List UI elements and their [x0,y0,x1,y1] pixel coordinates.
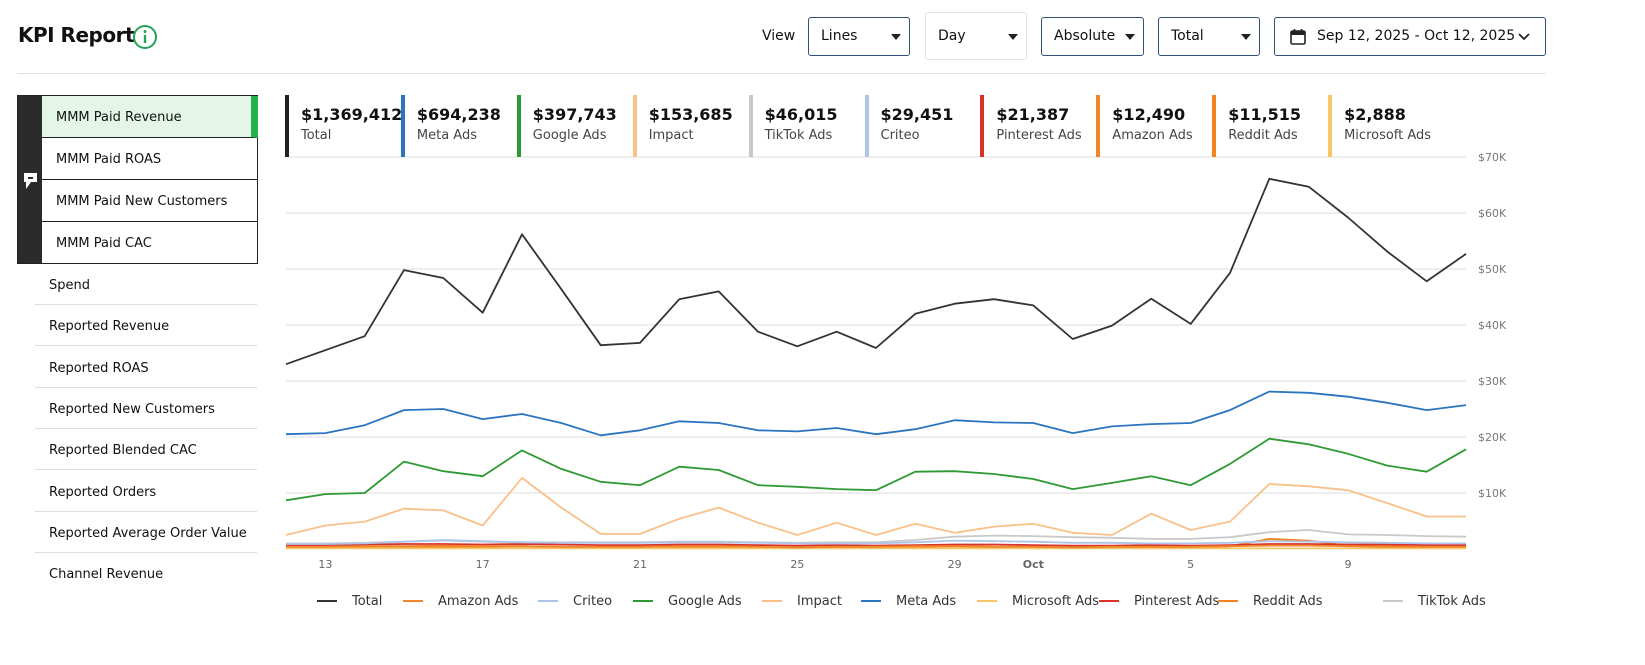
logo [24,173,37,189]
series-line [285,390,1467,437]
kpi-value: $21,387 [996,105,1070,124]
metric-item[interactable]: Channel Revenue [49,567,164,583]
kpi-label: Criteo [880,128,920,143]
caret [1125,34,1135,40]
kpi-label: Total [301,128,332,143]
date-range: Sep 12, 2025 - Oct 12, 2025 [1317,28,1516,44]
x-tick-label: 21 [633,558,647,571]
legend-label: Impact [797,594,842,609]
y-tick-label: $70K [1478,151,1507,164]
kpi-value: $1,369,412 [301,105,403,124]
dropdown-value: Day [938,28,966,44]
chart: $10K $20K $30K $40K $50K $60K $70K 13 17 21 25 29 Oc… [285,151,1507,609]
legend-label: Google Ads [668,594,742,609]
kpi-label: Meta Ads [416,128,477,143]
kpi-card[interactable]: $21,387 Pinterest Ads [980,95,1096,157]
metric-item[interactable]: Reported Blended CAC [35,429,257,471]
kpi-card[interactable]: $29,451 Criteo [864,95,981,157]
metric-item[interactable]: Reported Average Order Value [35,512,257,553]
metric-group: MMM Paid Revenue MMM Paid ROAS MMM Paid Ne… [17,95,258,264]
metric-item[interactable]: Reported Orders [35,471,257,512]
kpi-value: $29,451 [880,105,954,124]
legend-label: TikTok Ads [1417,594,1486,609]
dropdown[interactable]: Absolute [1041,17,1144,56]
kpi-card[interactable]: $12,490 Amazon Ads [1096,95,1212,157]
caret [891,34,901,40]
y-tick-label: $20K [1478,431,1507,444]
y-tick-label: $40K [1478,319,1507,332]
dropdown[interactable]: Lines [808,17,910,56]
dropdown-value: Total [1171,28,1204,44]
dropdown-value: Lines [821,28,858,44]
kpi-value: $2,888 [1344,105,1406,124]
y-tick-label: $10K [1478,487,1507,500]
y-tick-label: $60K [1478,207,1507,220]
dropdown[interactable]: Day [925,12,1027,60]
view-label: View [762,28,796,44]
kpi-card[interactable]: $46,015 TikTok Ads [748,95,865,157]
x-tick-label: 9 [1345,558,1352,571]
kpi-card[interactable]: $153,685 Impact [632,95,749,157]
page-title: KPI Report [18,23,135,47]
legend-label: Meta Ads [896,594,956,609]
legend-label: Microsoft Ads [1012,594,1099,609]
metric-item[interactable]: Spend [35,264,257,305]
kpi-label: TikTok Ads [764,128,833,143]
x-tick-label: 13 [318,558,332,571]
dropdown-value: Absolute [1054,28,1116,44]
info-icon[interactable] [132,24,158,50]
metric-item[interactable]: MMM Paid ROAS [42,138,258,180]
y-tick-label: $50K [1478,263,1507,276]
metric-item[interactable]: MMM Paid Revenue [42,96,258,138]
divider [17,73,1546,74]
kpi-card[interactable]: $1,369,412 Total [285,95,403,157]
kpi-card[interactable]: $11,515 Reddit Ads [1212,95,1328,157]
kpi-label: Amazon Ads [1112,128,1193,143]
legend-label: Total [351,594,382,609]
series-line [285,477,1466,536]
legend-label: Reddit Ads [1253,594,1323,609]
y-tick-label: $30K [1478,375,1507,388]
kpi-value: $12,490 [1112,105,1186,124]
metric-item[interactable]: Reported ROAS [35,347,257,388]
kpi-label: Google Ads [532,128,607,143]
x-tick-label: 5 [1187,558,1194,571]
calendar-icon [1290,29,1306,45]
x-tick-label: 17 [476,558,490,571]
kpi-label: Impact [648,128,694,143]
kpi-card[interactable]: $694,238 Meta Ads [400,95,517,157]
caret [1241,34,1251,40]
kpi-label: Microsoft Ads [1344,128,1432,143]
legend-label: Pinterest Ads [1134,594,1219,609]
metric-item[interactable]: Reported New Customers [35,388,257,429]
kpi-label: Pinterest Ads [996,128,1082,143]
kpi-value: $11,515 [1228,105,1302,124]
series-line [285,437,1467,502]
caret [1008,34,1018,40]
kpi-value: $694,238 [416,105,501,124]
series-line [285,177,1467,366]
date-picker[interactable]: Sep 12, 2025 - Oct 12, 2025 [1274,17,1546,56]
metric-item[interactable]: MMM Paid New Customers [42,180,258,222]
kpi-label: Reddit Ads [1228,128,1298,143]
kpi-card[interactable]: $2,888 Microsoft Ads [1328,95,1444,157]
series-line [286,543,1466,547]
series-line [286,539,1466,545]
kpi-card[interactable]: $397,743 Google Ads [516,95,633,157]
x-tick-label: 25 [790,558,804,571]
dropdown[interactable]: Total [1158,17,1260,56]
x-tick-label: 29 [948,558,962,571]
x-tick-label: Oct [1023,558,1044,571]
kpi-value: $397,743 [532,105,617,124]
series-line [286,544,1466,549]
kpi-value: $153,685 [648,105,733,124]
legend-label: Amazon Ads [438,594,519,609]
metric-item[interactable]: MMM Paid CAC [56,236,152,251]
group-strip [18,96,42,263]
kpi-value: $46,015 [764,105,838,124]
metric-item[interactable]: Reported Revenue [35,305,257,347]
chevron [1518,33,1530,41]
legend-label: Criteo [573,594,612,609]
